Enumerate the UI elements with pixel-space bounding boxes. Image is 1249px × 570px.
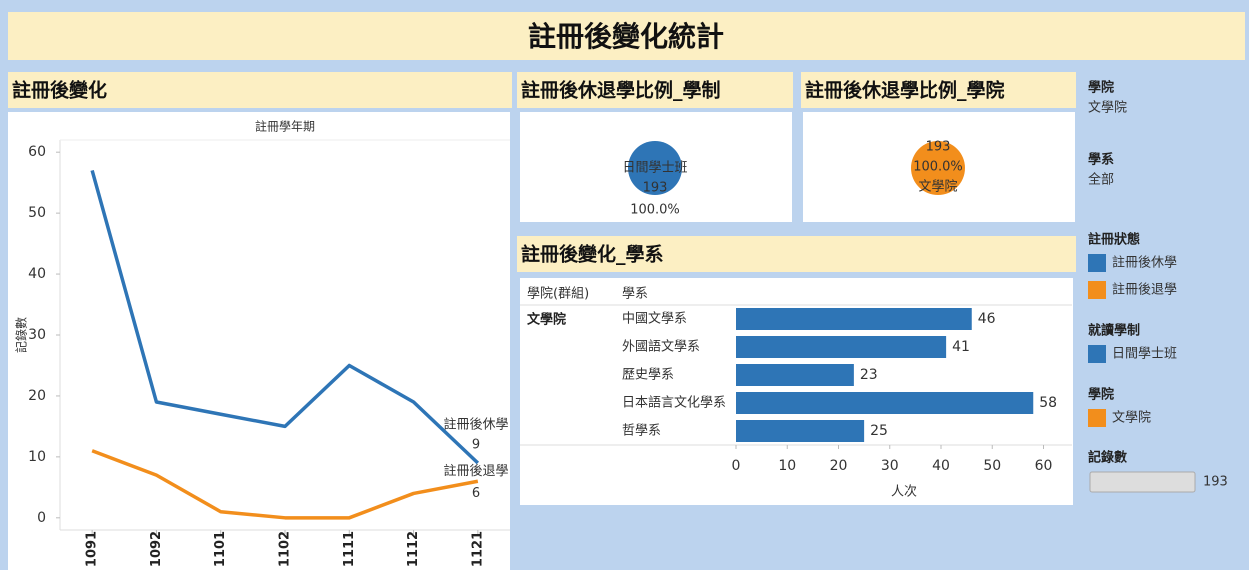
title-bar	[8, 12, 1245, 60]
line-series	[91, 449, 479, 520]
x-tick-label: 20	[830, 458, 848, 474]
pie-label: 100.0%	[630, 203, 680, 218]
legend-swatch	[1088, 409, 1106, 427]
group-label: 文學院	[527, 312, 566, 328]
line-series	[90, 170, 480, 465]
range-slider[interactable]	[1089, 471, 1196, 493]
legend-swatch	[1088, 281, 1106, 299]
bar	[736, 308, 972, 330]
dashboard-title: 註冊後變化統計	[528, 20, 724, 53]
bar	[736, 420, 865, 442]
pie-label: 日間學士班	[622, 161, 687, 176]
pie-slice	[911, 141, 965, 195]
x-tick-label: 1092	[149, 531, 164, 567]
category-label: 中國文學系	[622, 312, 687, 327]
end-label-value: 6	[472, 486, 480, 501]
x-tick-label: 40	[932, 458, 950, 474]
panel	[8, 112, 510, 570]
x-tick-label: 30	[881, 458, 899, 474]
x-tick-label: 1091	[85, 531, 100, 567]
legend-title: 註冊狀態	[1088, 232, 1140, 248]
record-count-value: 193	[1203, 475, 1228, 490]
x-tick-label: 50	[983, 458, 1001, 474]
bar-label: 23	[860, 367, 878, 383]
panel-title: 註冊後休退學比例_學制	[521, 79, 721, 102]
filter-title: 學系	[1088, 152, 1114, 168]
end-label-value: 9	[472, 437, 480, 452]
pie-slice	[628, 141, 682, 195]
category-label: 日本語言文化學系	[622, 395, 726, 411]
panel-title: 註冊後變化_學系	[521, 243, 664, 266]
x-tick-label: 1101	[213, 531, 228, 567]
filter-value[interactable]: 全部	[1088, 172, 1114, 188]
y-axis-title: 記錄數	[14, 317, 29, 353]
panel-title: 註冊後休退學比例_學院	[805, 79, 1005, 102]
filter-value[interactable]: 文學院	[1088, 101, 1127, 116]
y-tick-label: 10	[28, 449, 46, 465]
y-tick-label: 0	[37, 510, 46, 526]
legend-swatch	[1088, 345, 1106, 363]
x-tick-label: 10	[778, 458, 796, 474]
category-label: 歷史學系	[622, 368, 674, 383]
filter-title: 學院	[1088, 80, 1114, 96]
legend-label: 日間學士班	[1112, 347, 1177, 362]
bar-label: 41	[952, 339, 970, 355]
pie-label: 193	[926, 140, 951, 155]
category-label: 外國語文學系	[622, 339, 700, 355]
panel-header	[517, 72, 793, 108]
end-label-name: 註冊後休學	[443, 417, 508, 432]
x-tick-label: 0	[732, 458, 741, 474]
bar	[736, 364, 854, 386]
y-tick-label: 60	[28, 144, 46, 160]
y-tick-label: 20	[28, 388, 46, 404]
bar	[736, 336, 947, 358]
column-header: 學院(群組)	[527, 287, 589, 302]
bar	[736, 392, 1034, 414]
pie-label: 文學院	[918, 180, 957, 195]
x-tick-label: 60	[1035, 458, 1053, 474]
bar-label: 58	[1039, 395, 1057, 411]
legend-title: 就讀學制	[1088, 323, 1140, 339]
panel-header	[517, 236, 1076, 272]
legend-label: 文學院	[1112, 411, 1151, 426]
x-tick-label: 1111	[342, 531, 357, 567]
panel-title: 註冊後變化	[12, 79, 107, 102]
x-tick-label: 1112	[406, 531, 421, 567]
record-count-title: 記錄數	[1088, 450, 1127, 466]
bar-label: 25	[870, 423, 888, 439]
bar-label: 46	[978, 311, 996, 327]
column-header: 學系	[622, 287, 648, 302]
legend-title: 學院	[1088, 387, 1114, 403]
pie-label: 193	[643, 181, 668, 196]
x-axis-title: 人次	[891, 484, 917, 500]
legend-label: 註冊後退學	[1112, 283, 1177, 298]
x-tick-label: 1102	[278, 531, 293, 567]
panel-header	[8, 72, 512, 108]
end-label-name: 註冊後退學	[443, 464, 508, 479]
legend-label: 註冊後休學	[1112, 256, 1177, 271]
panel-header	[801, 72, 1076, 108]
chart-subtitle: 註冊學年期	[255, 120, 315, 134]
y-tick-label: 50	[28, 205, 46, 221]
legend-swatch	[1088, 254, 1106, 272]
pie-label: 100.0%	[913, 160, 963, 175]
category-label: 哲學系	[622, 424, 661, 439]
y-tick-label: 30	[28, 327, 46, 343]
x-tick-label: 1121	[470, 531, 485, 567]
y-tick-label: 40	[28, 266, 46, 282]
